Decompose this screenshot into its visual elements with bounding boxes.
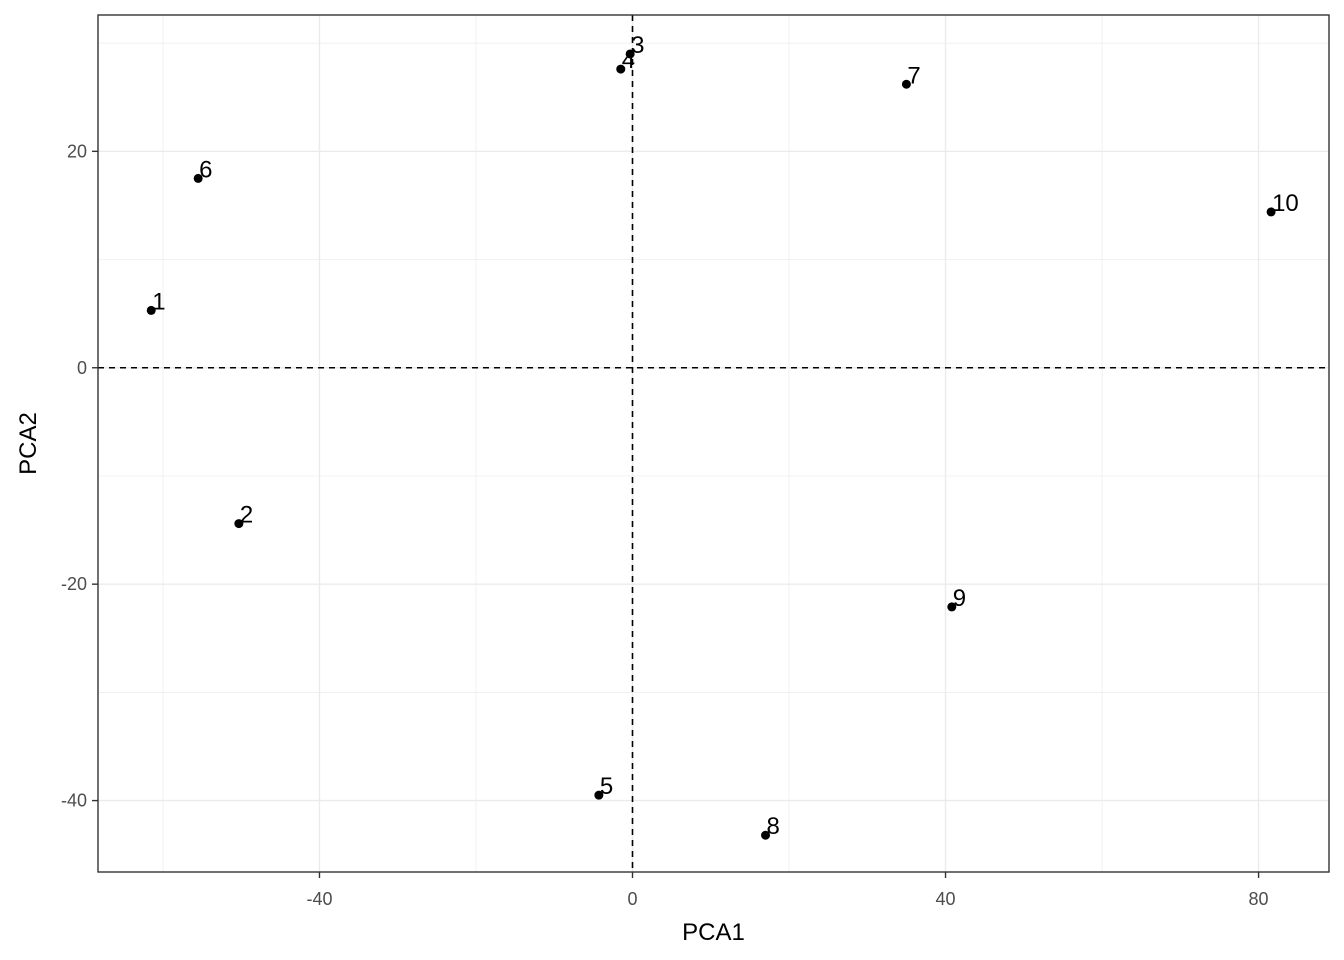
point-labels: 1 2 34 5 6 7 8 9 10 [152,32,1299,840]
data-point [761,830,771,840]
x-tick-label: 0 [627,889,637,909]
x-tick-label: 80 [1249,889,1269,909]
data-point [146,305,156,315]
y-tick-label: 20 [67,141,87,161]
point-label: 9 [953,585,966,612]
point-label: 3 [631,32,644,59]
point-label: 4 [622,47,635,74]
reference-lines [98,15,1329,872]
point-label: 2 [240,502,253,529]
data-points [146,49,1276,840]
point-label: 10 [1272,190,1299,217]
point-label: 6 [199,156,212,183]
y-tick-label: -20 [61,574,87,594]
data-point [901,79,911,89]
data-point [947,602,957,612]
point-label: 8 [767,813,780,840]
grid-layer [98,15,1329,872]
data-point [594,790,604,800]
data-point [625,49,635,59]
point-label: 1 [152,288,165,315]
point-label: 7 [907,62,920,89]
data-point [1266,207,1276,217]
panel-border [97,14,1330,873]
data-point [616,64,626,74]
y-axis-ticks: -40 -20 0 20 [61,141,98,811]
point-label: 5 [600,773,613,800]
y-tick-label: -40 [61,791,87,811]
x-tick-label: -40 [306,889,332,909]
data-point [234,519,244,529]
x-axis-title: PCA1 [682,919,745,946]
data-point [193,173,203,183]
y-tick-label: 0 [77,358,87,378]
x-tick-label: 40 [936,889,956,909]
y-axis-title: PCA2 [15,412,42,475]
x-axis-ticks: -40 0 40 80 [306,872,1269,909]
